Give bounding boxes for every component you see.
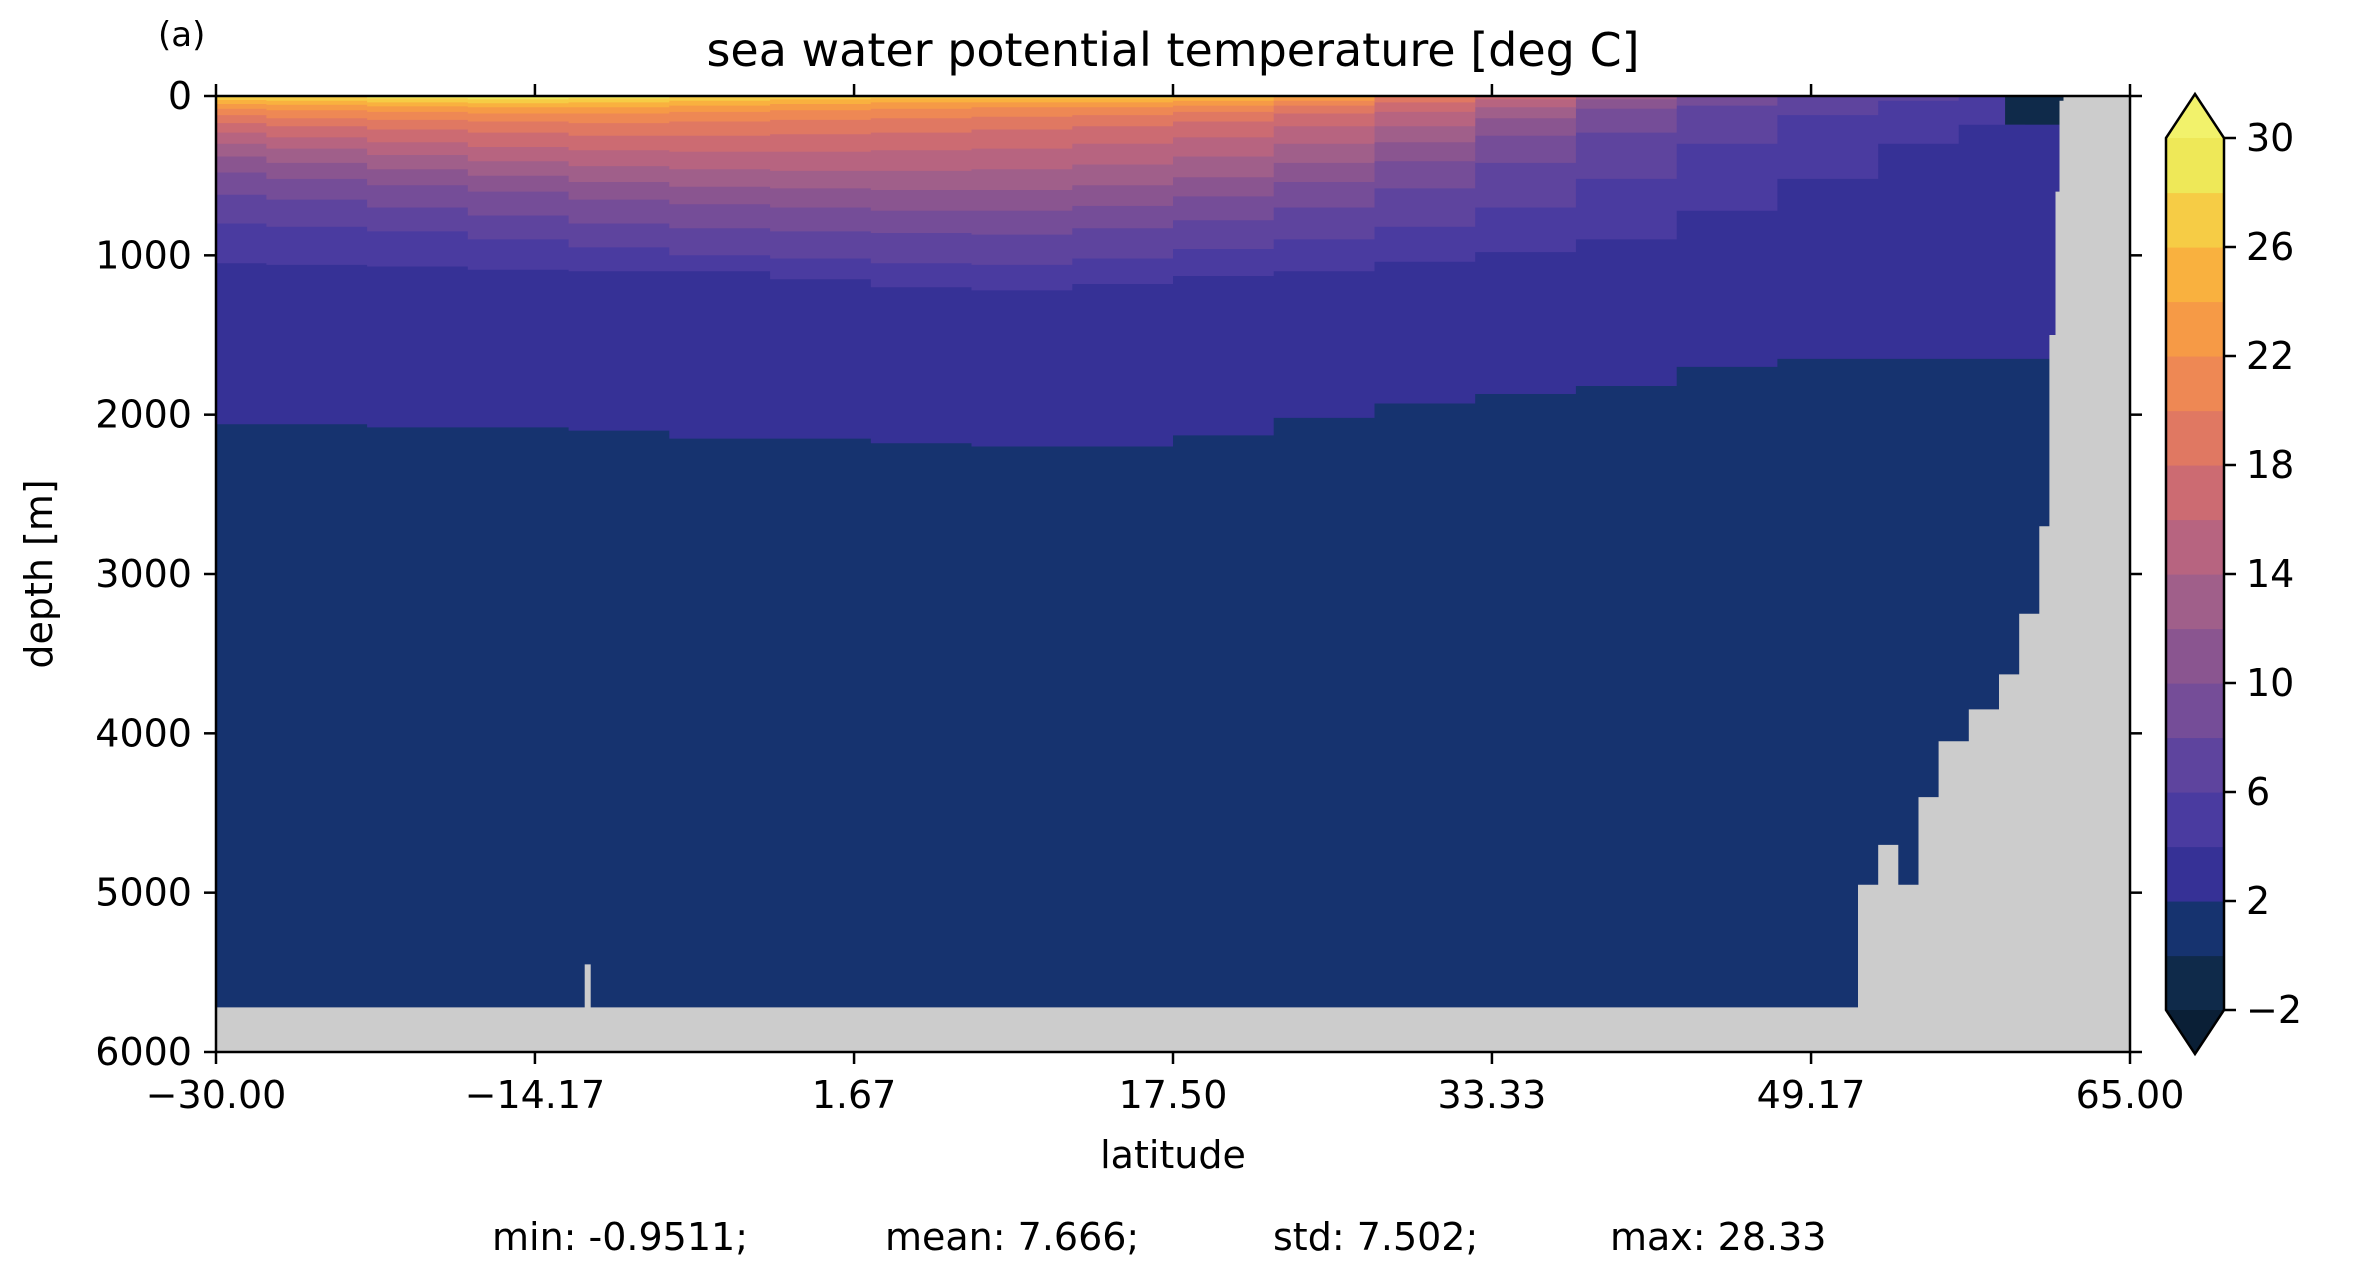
colorbar-tick-label: 30 — [2246, 116, 2294, 160]
colorbar-segment — [2166, 356, 2224, 412]
stat-max: max: 28.33 — [1610, 1215, 1826, 1259]
y-tick-label: 0 — [168, 74, 192, 118]
contour-band-26C — [216, 96, 2062, 104]
y-tick-label: 2000 — [95, 393, 192, 437]
x-tick-label: 49.17 — [1757, 1073, 1866, 1117]
colorbar-segment — [2166, 301, 2224, 357]
colorbar-segment — [2166, 628, 2224, 684]
chart-title: sea water potential temperature [deg C] — [706, 23, 1639, 77]
colorbar-extend-over — [2166, 94, 2224, 138]
x-tick-label: −14.17 — [465, 1073, 606, 1117]
x-axis: −30.00 −14.17 1.67 17.50 33.33 49.17 65.00 — [146, 84, 2185, 1117]
colorbar-segment — [2166, 410, 2224, 466]
colorbar-segment — [2166, 901, 2224, 957]
y-axis-label: depth [m] — [17, 479, 61, 668]
x-tick-label: 17.50 — [1119, 1073, 1228, 1117]
y-tick-label: 4000 — [95, 711, 192, 755]
panel-label: (a) — [158, 15, 205, 55]
seafloor-land — [216, 96, 2130, 1052]
colorbar-segment — [2166, 955, 2224, 1011]
colorbar-tick-label: −2 — [2246, 988, 2302, 1032]
x-tick-label: −30.00 — [146, 1073, 287, 1117]
filled-contours — [216, 96, 2064, 447]
colorbar-segment — [2166, 519, 2224, 575]
colorbar-segment — [2166, 192, 2224, 248]
x-tick-label: 33.33 — [1438, 1073, 1547, 1117]
colorbar-segment — [2166, 574, 2224, 630]
colorbar-tick-label: 22 — [2246, 334, 2294, 378]
colorbar-tick-label: 2 — [2246, 879, 2270, 923]
y-tick-label: 5000 — [95, 871, 192, 915]
colorbar-segment — [2166, 465, 2224, 521]
colorbar-tick-label: 10 — [2246, 661, 2294, 705]
stats-line: min: -0.9511; mean: 7.666; std: 7.502; m… — [492, 1215, 1826, 1259]
y-tick-label: 6000 — [95, 1030, 192, 1074]
colorbar-tick-label: 18 — [2246, 443, 2294, 487]
colorbar-extend-under — [2166, 1010, 2224, 1054]
y-tick-label: 3000 — [95, 552, 192, 596]
colorbar-tick-label: 26 — [2246, 225, 2294, 269]
stat-min: min: -0.9511; — [492, 1215, 748, 1259]
colorbar-segment — [2166, 792, 2224, 848]
x-tick-label: 1.67 — [812, 1073, 897, 1117]
y-tick-label: 1000 — [95, 233, 192, 277]
colorbar-segment — [2166, 247, 2224, 303]
colorbar-segment — [2166, 846, 2224, 902]
colorbar-tick-label: 14 — [2246, 552, 2294, 596]
colorbar-segment — [2166, 737, 2224, 793]
contour-band-cold-patch — [2005, 96, 2064, 125]
colorbar-segment — [2166, 138, 2224, 194]
y-axis: 0 1000 2000 3000 4000 5000 6000 — [95, 74, 2142, 1074]
x-axis-label: latitude — [1100, 1133, 1246, 1177]
stat-mean: mean: 7.666; — [885, 1215, 1139, 1259]
colorbar-tick-label: 6 — [2246, 770, 2270, 814]
x-tick-label: 65.00 — [2076, 1073, 2185, 1117]
plot-area — [214, 94, 2132, 1054]
stat-std: std: 7.502; — [1273, 1215, 1478, 1259]
land-mask — [216, 96, 2130, 1052]
colorbar-segment — [2166, 683, 2224, 739]
